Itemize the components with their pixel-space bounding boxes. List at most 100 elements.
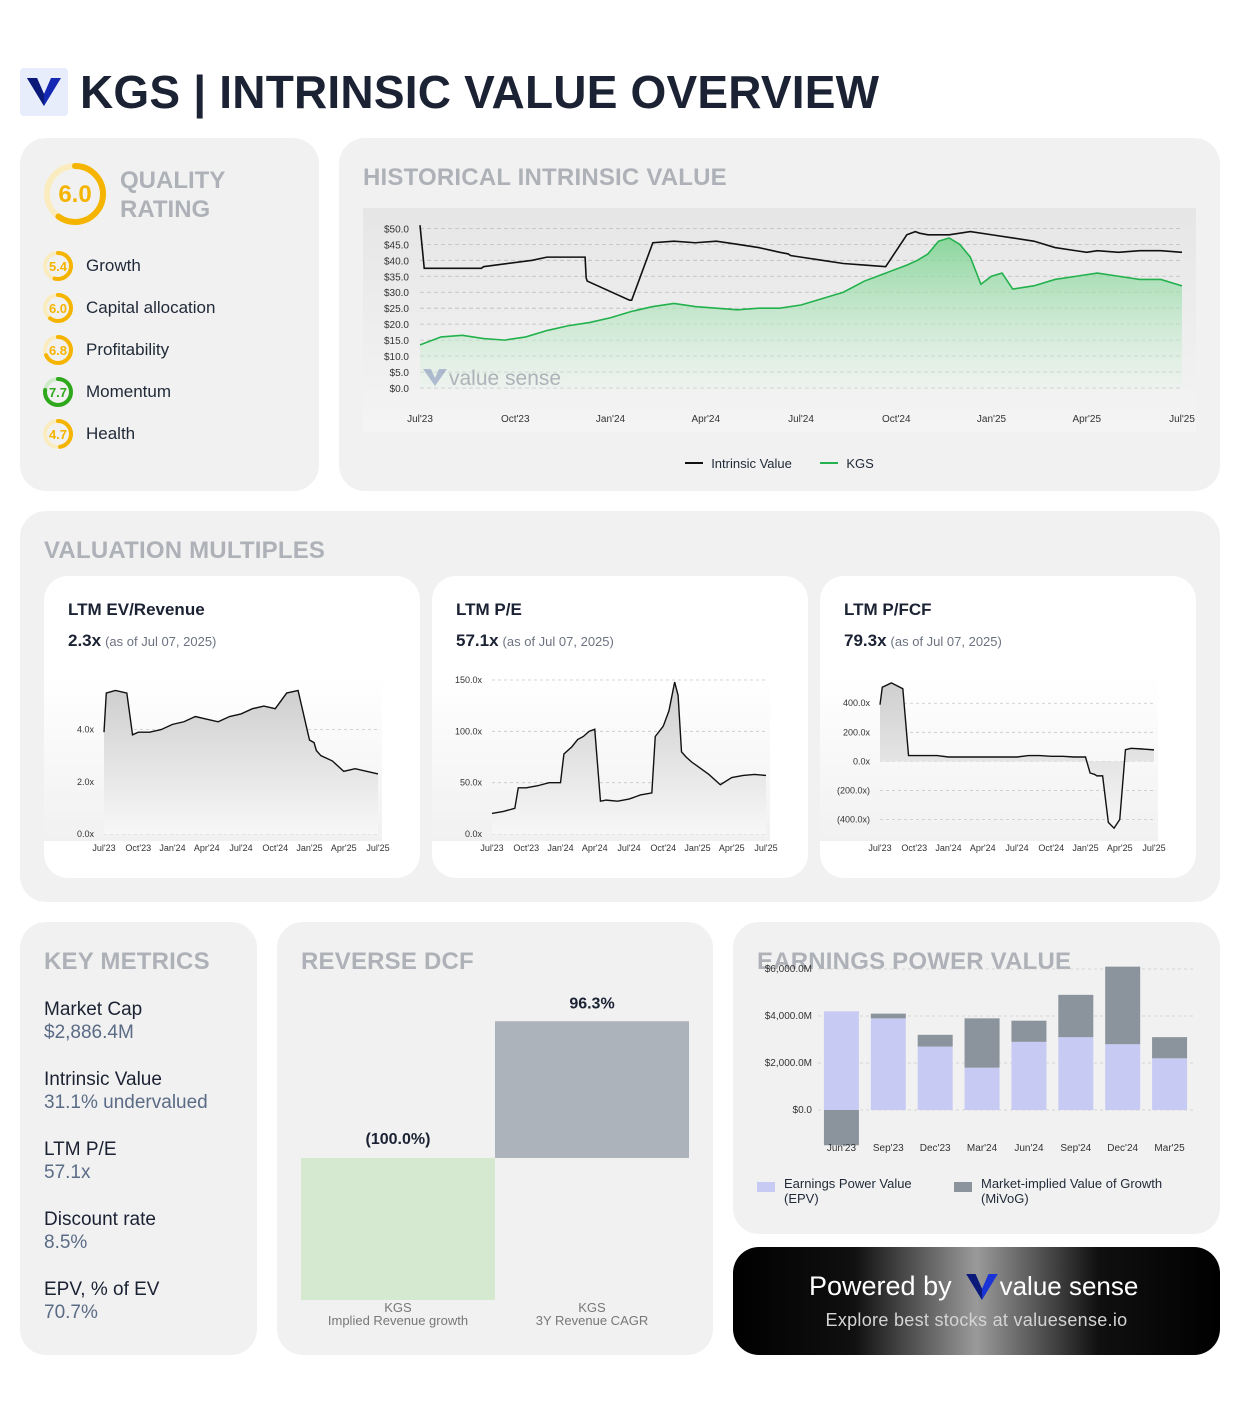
quality-item-score: 7.7 [49, 385, 67, 400]
dcf-bar-value: (100.0%) [366, 1131, 431, 1148]
quality-item-label: Health [86, 424, 136, 443]
pe-chart: 150.0x 100.0x 50.0x 0.0x Jul'23 Oct'23 Jan'24 A… [432, 675, 778, 853]
x-tick-label: Jan'24 [596, 414, 626, 425]
epv-bar [964, 1067, 1000, 1110]
mivog-bar [917, 1034, 953, 1047]
dcf-bar-name: 3Y Revenue CAGR [536, 1313, 649, 1328]
x-tick-label: Jun'24 [1014, 1143, 1044, 1154]
x-tick-label: Sep'24 [1060, 1143, 1091, 1154]
y-tick-label: $2,000.0M [765, 1058, 812, 1069]
valuesense-watermark: value sense [423, 367, 561, 390]
x-tick-label: Dec'23 [920, 1143, 951, 1154]
quality-item-label: Growth [86, 256, 141, 275]
reverse-dcf-card: REVERSE DCF (100.0%) KGS Implied Revenue g… [277, 922, 713, 1355]
y-tick-label: $25.0 [384, 304, 409, 315]
y-tick-label: $0.0 [390, 384, 410, 395]
x-tick-label: Apr'25 [1072, 414, 1101, 425]
x-tick-label: Jan'25 [684, 843, 710, 853]
reverse-dcf-title: REVERSE DCF [301, 948, 474, 975]
quality-item-ring: 6.8 [43, 335, 73, 365]
legend-mivog: Market-implied Value of Growth (MiVoG) [954, 1176, 1194, 1206]
quality-item-ring: 7.7 [43, 377, 73, 407]
quality-item-health: 4.7 Health [42, 417, 135, 451]
legend-epv: Earnings Power Value (EPV) [757, 1176, 937, 1206]
pfcf-card: LTM P/FCF 79.3x (as of Jul 07, 2025) 400.… [820, 576, 1196, 878]
x-tick-label: Jul'25 [1169, 414, 1195, 425]
mivog-bar [823, 1110, 859, 1146]
valuation-multiples-title: VALUATION MULTIPLES [44, 537, 326, 564]
multiple-line [103, 689, 379, 775]
epv-bar [1058, 1037, 1094, 1110]
pfcf-title: LTM P/FCF [844, 600, 932, 619]
multiple-area [492, 682, 766, 834]
y-tick-label: $40.0 [384, 256, 409, 267]
y-tick-label: 100.0x [455, 726, 483, 736]
metric-ltm-pe: LTM P/E 57.1x [44, 1139, 117, 1183]
legend-kgs: KGS [820, 456, 874, 471]
epv-chart: $6,000.0M $4,000.0M $2,000.0M $0.0 Jun'23 Sep… [765, 964, 1193, 1154]
x-tick-label: Apr'24 [691, 414, 720, 425]
mivog-bar [1058, 994, 1094, 1038]
page-title: KGS | INTRINSIC VALUE OVERVIEW [80, 66, 880, 118]
multiple-line [879, 682, 1155, 830]
y-tick-label: $20.0 [384, 320, 409, 331]
page-header: KGS | INTRINSIC VALUE OVERVIEW [20, 66, 879, 118]
x-tick-label: Jul'23 [92, 843, 115, 853]
multiple-line [491, 681, 767, 815]
y-tick-label: $50.0 [384, 224, 409, 235]
powered-by-line: Powered by value sense [809, 1271, 1138, 1302]
quality-item-ring: 6.0 [43, 293, 73, 323]
dcf-bar [301, 1158, 495, 1300]
dcf-bar-value: 96.3% [569, 995, 614, 1012]
epv-bar [1152, 1058, 1188, 1110]
x-tick-label: Oct'23 [513, 843, 539, 853]
quality-item-momentum: 7.7 Momentum [42, 375, 171, 409]
x-tick-label: Sep'23 [873, 1143, 904, 1154]
quality-item-label: Capital allocation [86, 298, 216, 317]
watermark-v-icon [423, 369, 447, 386]
multiple-area [104, 690, 378, 834]
valuesense-v-icon [27, 78, 61, 106]
x-tick-label: Jun'23 [827, 1143, 857, 1154]
ev-revenue-chart: 4.0x 2.0x 0.0x Jul'23 Oct'23 Jan'24 Apr'24 Jul'… [44, 676, 390, 853]
valuesense-v-icon [965, 1273, 998, 1300]
valuesense-logo[interactable] [20, 68, 68, 116]
legend-intrinsic-value: Intrinsic Value [685, 456, 792, 471]
x-tick-label: Jan'25 [296, 843, 322, 853]
x-tick-label: Oct'23 [125, 843, 151, 853]
quality-item-capital-allocation: 6.0 Capital allocation [42, 291, 215, 325]
powered-by-banner[interactable]: Powered by value sense Explore best stoc… [733, 1247, 1220, 1355]
y-tick-label: 2.0x [77, 777, 95, 787]
metric-epv-pct-ev: EPV, % of EV 70.7% [44, 1279, 160, 1323]
x-tick-label: Jan'24 [935, 843, 961, 853]
pe-value: 57.1x (as of Jul 07, 2025) [456, 631, 614, 650]
dcf-bar [495, 1021, 689, 1158]
mivog-bar [1011, 1020, 1047, 1042]
x-tick-label: Apr'25 [331, 843, 357, 853]
quality-item-score: 6.0 [49, 301, 67, 316]
quality-item-score: 6.8 [49, 343, 67, 358]
x-tick-label: Oct'24 [650, 843, 676, 853]
y-tick-label: (400.0x) [837, 814, 870, 824]
x-tick-label: Apr'24 [194, 843, 220, 853]
mivog-bar [1152, 1037, 1188, 1059]
historical-intrinsic-value-card: HISTORICAL INTRINSIC VALUE $50.0 $45.0 $40… [339, 138, 1220, 491]
powered-by-label: Powered by [809, 1271, 952, 1301]
y-tick-label: $30.0 [384, 288, 409, 299]
x-tick-label: Oct'24 [1038, 843, 1064, 853]
mivog-bar [964, 1018, 1000, 1068]
ev-revenue-card: LTM EV/Revenue 2.3x (as of Jul 07, 2025) … [44, 576, 420, 878]
pfcf-chart: 400.0x 200.0x 0.0x (200.0x) (400.0x) Jul'23 Oc… [820, 676, 1166, 853]
ev-revenue-value: 2.3x (as of Jul 07, 2025) [68, 631, 217, 650]
y-tick-label: 4.0x [77, 725, 95, 735]
dcf-bar-ticker: KGS [384, 1300, 412, 1315]
quality-item-score: 5.4 [49, 259, 68, 274]
quality-item-ring: 5.4 [43, 251, 73, 281]
ev-revenue-title: LTM EV/Revenue [68, 600, 205, 619]
y-tick-label: 150.0x [455, 675, 483, 685]
y-tick-label: 0.0x [853, 756, 871, 766]
x-tick-label: Jul'24 [617, 843, 640, 853]
y-tick-label: $15.0 [384, 336, 409, 347]
x-tick-label: Oct'23 [501, 414, 530, 425]
